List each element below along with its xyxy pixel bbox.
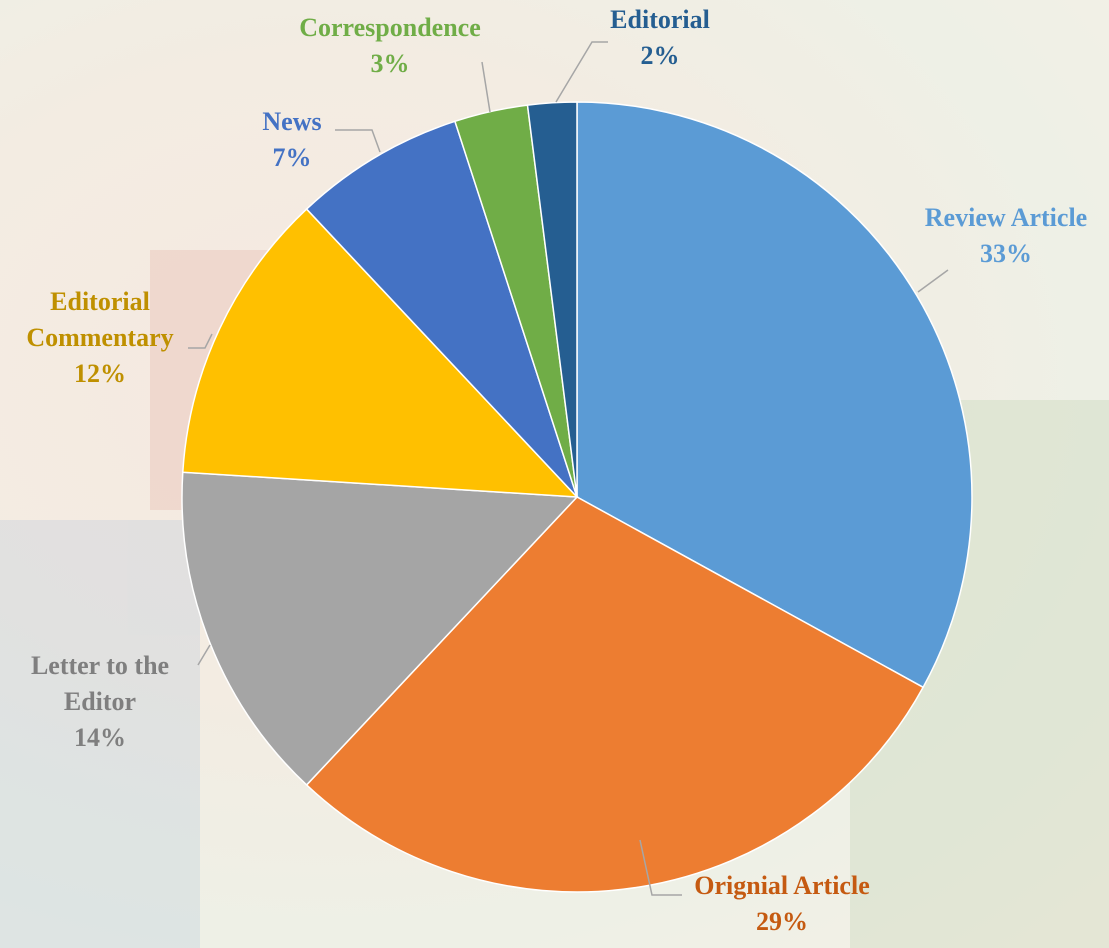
percent-label: 7% [262, 140, 321, 176]
percent-label: 3% [299, 46, 481, 82]
category-label: News [262, 104, 321, 140]
percent-label: 29% [694, 904, 869, 940]
leader-line [918, 270, 948, 292]
category-label: Review Article [925, 200, 1087, 236]
leader-line [482, 62, 490, 112]
percent-label: 2% [610, 38, 710, 74]
category-label: Editorial Commentary [10, 284, 190, 356]
percent-label: 12% [10, 356, 190, 392]
category-label: Correspondence [299, 10, 481, 46]
percent-label: 33% [925, 236, 1087, 272]
category-label: Editorial [610, 2, 710, 38]
leader-line [556, 42, 608, 102]
pie-chart [0, 0, 1109, 948]
leader-line [335, 130, 380, 152]
category-label: Orignial Article [694, 868, 869, 904]
category-label: Letter to the Editor [10, 648, 190, 720]
percent-label: 14% [10, 720, 190, 756]
chart: Review Article33% Orignial Article29% Lett… [0, 0, 1109, 948]
